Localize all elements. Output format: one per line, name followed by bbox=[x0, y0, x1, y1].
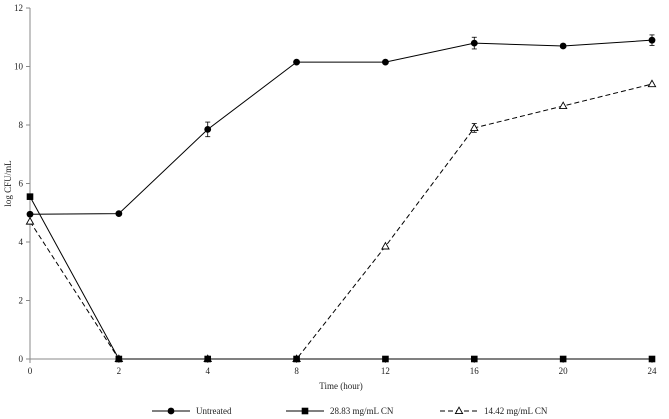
x-tick-label: 20 bbox=[559, 366, 569, 376]
data-point bbox=[204, 355, 212, 363]
legend-label: 28.83 mg/mL CN bbox=[330, 406, 394, 416]
y-ticks: 0 2 4 6 8 10 12 bbox=[14, 3, 30, 364]
legend-item-0: Untreated bbox=[152, 406, 232, 416]
data-point bbox=[204, 125, 212, 133]
series-1 bbox=[26, 193, 656, 363]
y-tick-label: 8 bbox=[19, 120, 24, 130]
data-point bbox=[293, 355, 300, 363]
y-tick-label: 4 bbox=[19, 237, 24, 247]
legend-swatch-marker bbox=[301, 407, 309, 415]
legend: Untreated 28.83 mg/mL CN 14.42 mg/mL CN bbox=[152, 406, 548, 416]
y-axis-label: log CFU/mL bbox=[3, 160, 13, 206]
x-tick-label: 24 bbox=[648, 366, 658, 376]
data-point bbox=[470, 39, 478, 47]
data-point bbox=[382, 58, 389, 66]
data-point bbox=[381, 241, 390, 250]
data-point bbox=[558, 101, 568, 110]
legend-label: 14.42 mg/mL CN bbox=[484, 406, 548, 416]
legend-item-2: 14.42 mg/mL CN bbox=[440, 406, 548, 416]
x-ticks: 0 2 4 8 12 16 20 24 bbox=[28, 359, 657, 376]
data-point bbox=[26, 210, 34, 218]
axes bbox=[29, 8, 652, 360]
x-axis-label: Time (hour) bbox=[319, 381, 362, 391]
x-tick-label: 4 bbox=[205, 366, 210, 376]
legend-label: Untreated bbox=[196, 406, 232, 416]
x-tick-label: 8 bbox=[294, 366, 299, 376]
data-point bbox=[648, 36, 656, 44]
series-2 bbox=[25, 79, 657, 363]
data-point bbox=[648, 355, 656, 363]
x-tick-label: 2 bbox=[117, 366, 122, 376]
data-point bbox=[382, 355, 389, 363]
data-point bbox=[293, 58, 300, 66]
data-point bbox=[469, 123, 479, 131]
legend-item-1: 28.83 mg/mL CN bbox=[286, 406, 394, 416]
legend-swatch-marker bbox=[167, 407, 175, 415]
y-tick-label: 0 bbox=[19, 354, 24, 364]
data-point bbox=[115, 355, 123, 363]
series-layer bbox=[25, 34, 657, 363]
data-point bbox=[26, 193, 34, 200]
data-point bbox=[115, 210, 123, 218]
legend-swatch-marker bbox=[454, 406, 464, 415]
data-point bbox=[25, 216, 35, 225]
x-tick-label: 16 bbox=[470, 366, 480, 376]
y-tick-label: 10 bbox=[14, 62, 24, 72]
series-line bbox=[29, 196, 652, 360]
data-point bbox=[647, 79, 657, 88]
y-tick-label: 12 bbox=[14, 3, 23, 13]
series-0 bbox=[26, 34, 656, 218]
data-point bbox=[559, 42, 567, 50]
data-point bbox=[559, 355, 567, 363]
series-line bbox=[29, 39, 653, 215]
y-tick-label: 2 bbox=[19, 296, 24, 306]
x-tick-label: 12 bbox=[381, 366, 390, 376]
y-tick-label: 6 bbox=[19, 179, 24, 189]
data-point bbox=[470, 355, 478, 363]
series-line bbox=[29, 83, 653, 360]
x-tick-label: 0 bbox=[28, 366, 33, 376]
